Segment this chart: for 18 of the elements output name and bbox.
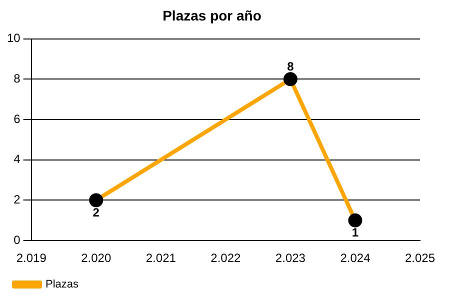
legend-label: Plazas [46,278,80,291]
x-tick-label: 2.021 [146,251,176,266]
y-tick-label: 8 [14,71,21,86]
y-tick-label: 10 [6,31,21,46]
data-label: 2 [92,206,100,220]
x-tick-label: 2.019 [16,251,47,266]
x-tick-label: 2.020 [81,251,112,266]
x-tick-label: 2.025 [404,251,436,266]
x-tick-label: 2.023 [275,251,306,266]
data-label: 1 [352,226,359,240]
y-tick-label: 2 [14,192,21,207]
y-tick-label: 6 [14,112,21,126]
y-tick-label: 0 [14,232,21,247]
x-tick-label: 2.022 [210,251,242,266]
x-tick-label: 2.024 [340,251,371,266]
y-tick-label: 4 [14,152,21,166]
data-label: 8 [287,59,294,74]
chart-title: Plazas por año [162,7,262,24]
